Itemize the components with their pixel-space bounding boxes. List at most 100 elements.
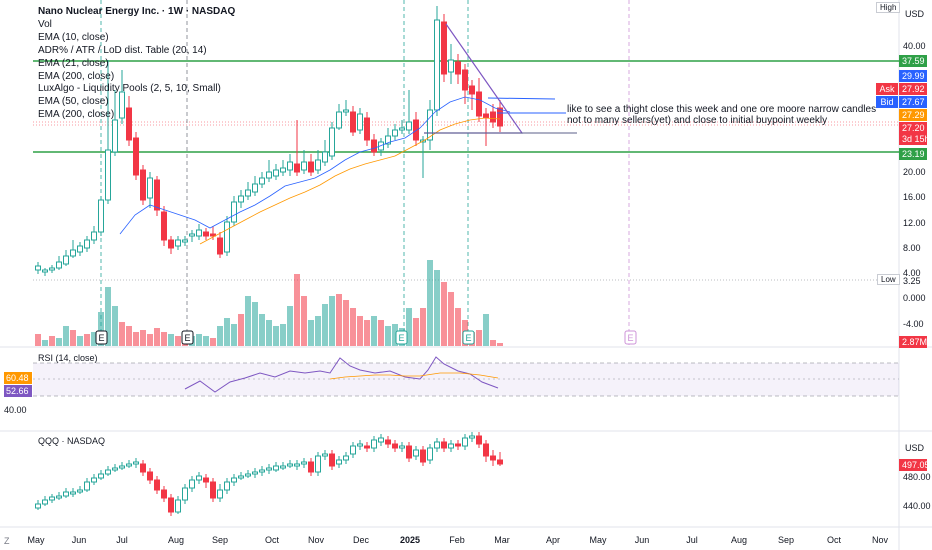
qqq-body: [77, 489, 83, 493]
legend-item-adr-table[interactable]: ADR% / ATR / LoD dist. Table (20, 14): [38, 44, 207, 56]
qqq-body: [147, 471, 153, 481]
candle-body: [371, 139, 377, 153]
price-candles: [35, 6, 503, 276]
ema-21-line: [199, 117, 501, 245]
qqq-last-tag[interactable]: 497.05: [899, 459, 930, 471]
rsi-tick: 40.00: [4, 405, 27, 415]
earnings-marker-text: E: [184, 333, 190, 343]
volume-bar: [329, 296, 335, 346]
qqq-body: [294, 463, 300, 467]
volume-bar: [112, 306, 118, 346]
earnings-marker[interactable]: E: [395, 330, 408, 345]
earnings-marker[interactable]: E: [181, 330, 194, 345]
price-tag[interactable]: Bid 27.67: [876, 96, 927, 108]
text-annotation[interactable]: like to see a thight close this week and…: [567, 104, 876, 126]
qqq-body: [168, 497, 174, 513]
candle-body: [259, 177, 265, 185]
volume-bar: [406, 308, 412, 346]
price-tag[interactable]: 27.20: [899, 122, 927, 134]
legend-item-ema200[interactable]: EMA (200, close): [38, 70, 115, 82]
legend-title[interactable]: Nano Nuclear Energy Inc. · 1W · NASDAQ: [38, 6, 236, 17]
qqq-label[interactable]: QQQ · NASDAQ: [38, 436, 106, 446]
volume-bar: [427, 260, 433, 346]
candle-body: [336, 111, 342, 129]
z-icon[interactable]: Z: [4, 536, 10, 546]
qqq-currency-label[interactable]: USD: [905, 443, 925, 453]
qqq-body: [224, 481, 230, 491]
candle-body: [105, 149, 111, 201]
volume-bar: [420, 308, 426, 346]
volume-bar: [434, 270, 440, 346]
candle-body: [203, 231, 209, 237]
earnings-marker[interactable]: E: [624, 330, 637, 345]
volume-bar: [455, 308, 461, 346]
price-axis-ticks: 40.00 20.00 16.00 12.00 8.00 4.00 0.000 -4.00 40…: [4, 41, 931, 511]
time-axis-label: 2025: [400, 535, 420, 545]
qqq-body: [259, 469, 265, 473]
volume-bar: [497, 343, 503, 346]
earnings-marker[interactable]: E: [95, 330, 108, 345]
legend-item-vol[interactable]: Vol: [38, 18, 52, 30]
qqq-body: [63, 491, 69, 497]
qqq-body: [462, 437, 468, 447]
qqq-body: [392, 443, 398, 449]
candle-body: [469, 85, 475, 95]
legend-item-ema10[interactable]: EMA (10, close): [38, 31, 109, 43]
volume-bar: [336, 294, 342, 346]
price-tag[interactable]: 3d 15h: [899, 133, 930, 145]
candle-body: [441, 21, 447, 75]
price-tag[interactable]: 37.59: [899, 55, 927, 67]
price-tag[interactable]: 23.19: [899, 148, 927, 160]
price-tag[interactable]: Ask 27.92: [876, 83, 927, 95]
candle-body: [245, 189, 251, 197]
candle-body: [490, 111, 496, 123]
rsi-label[interactable]: RSI (14, close): [38, 353, 98, 363]
price-tag[interactable]: 27.29: [899, 109, 927, 121]
qqq-body: [231, 477, 237, 483]
liquidity-pool-line-2: [487, 97, 556, 100]
candle-body: [273, 169, 279, 177]
legend-item-liquidity-pools[interactable]: LuxAlgo - Liquidity Pools (2, 5, 10, Sma…: [38, 83, 221, 95]
legend-item-ema50[interactable]: EMA (50, close): [38, 96, 109, 108]
qqq-body: [175, 499, 181, 513]
qqq-body: [252, 471, 258, 475]
time-axis-label: Oct: [265, 535, 280, 545]
candle-body: [357, 113, 363, 131]
candle-body: [287, 161, 293, 171]
candle-body: [413, 119, 419, 141]
volume-bar: [224, 318, 230, 346]
candle-body: [280, 167, 286, 173]
candle-body: [140, 169, 146, 201]
volume-bar: [161, 332, 167, 346]
qqq-body: [413, 449, 419, 457]
price-tag-value: 27.29: [902, 110, 925, 120]
currency-label[interactable]: USD: [905, 9, 925, 19]
qqq-body: [70, 491, 76, 495]
rsi-value-tag[interactable]: 60.48: [4, 372, 32, 384]
candle-body: [427, 109, 433, 141]
candle-body: [231, 201, 237, 223]
volume-last-tag[interactable]: 2.87M: [899, 336, 927, 348]
volume-bar: [70, 330, 76, 346]
qqq-body: [182, 487, 188, 501]
earnings-marker[interactable]: E: [462, 330, 475, 345]
volume-bar: [56, 338, 62, 346]
legend-item-ema200b[interactable]: EMA (200, close): [38, 109, 115, 121]
candle-body: [455, 61, 461, 75]
candle-body: [329, 127, 335, 157]
volume-bar: [252, 302, 258, 346]
candle-body: [182, 239, 188, 243]
time-axis-label: Dec: [353, 535, 370, 545]
qqq-body: [343, 455, 349, 461]
candle-body: [252, 183, 258, 193]
volume-bar: [35, 334, 41, 346]
rsi-value-tag[interactable]: 52.66: [4, 385, 32, 397]
volume-bar: [98, 312, 104, 346]
legend-item-ema21[interactable]: EMA (21, close): [38, 57, 109, 69]
volume-bar: [350, 308, 356, 346]
candle-body: [343, 109, 349, 113]
price-tag[interactable]: 29.99: [899, 70, 927, 82]
